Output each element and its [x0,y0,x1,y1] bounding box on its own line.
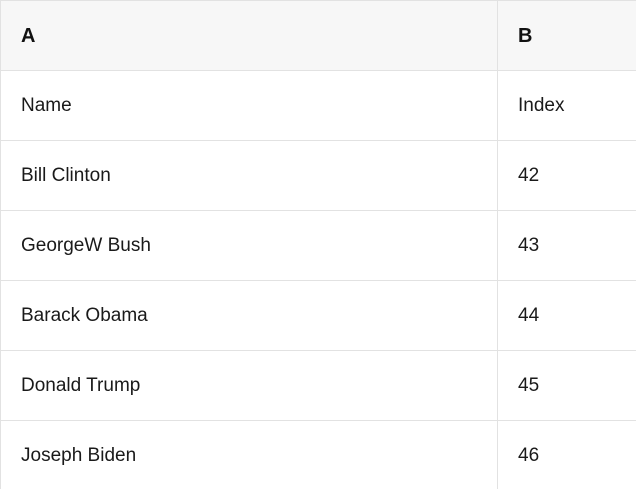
column-header-a[interactable]: A [0,0,498,71]
cell-b3-index[interactable]: 43 [497,210,636,281]
cell-a4-name[interactable]: Barack Obama [0,280,498,351]
table-row: Name Index [0,70,636,141]
column-header-row: A B [0,0,636,71]
table-row: Bill Clinton 42 [0,140,636,211]
table-row: Joseph Biden 46 [0,420,636,489]
table-row: GeorgeW Bush 43 [0,210,636,281]
cell-a3-name[interactable]: GeorgeW Bush [0,210,498,281]
table-row: Donald Trump 45 [0,350,636,421]
cell-b2-index[interactable]: 42 [497,140,636,211]
cell-b1-index[interactable]: Index [497,70,636,141]
cell-a5-name[interactable]: Donald Trump [0,350,498,421]
cell-a2-name[interactable]: Bill Clinton [0,140,498,211]
cell-b6-index[interactable]: 46 [497,420,636,489]
column-header-b[interactable]: B [497,0,636,71]
cell-a6-name[interactable]: Joseph Biden [0,420,498,489]
table-row: Barack Obama 44 [0,280,636,351]
cell-b4-index[interactable]: 44 [497,280,636,351]
cell-b5-index[interactable]: 45 [497,350,636,421]
cell-a1-name[interactable]: Name [0,70,498,141]
